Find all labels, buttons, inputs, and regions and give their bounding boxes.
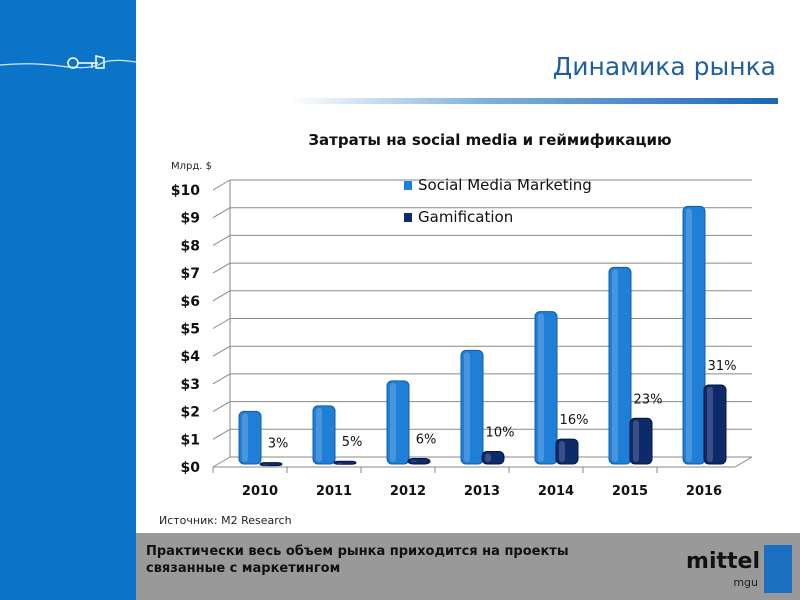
gridline-side bbox=[212, 318, 231, 329]
mittel-logo-sub: mgu bbox=[733, 576, 758, 589]
y-tick-label: $6 bbox=[181, 294, 200, 310]
bar-smm bbox=[682, 205, 706, 465]
data-label: 10% bbox=[486, 426, 515, 441]
bar-highlight bbox=[538, 313, 544, 462]
y-tick-label: $10 bbox=[171, 183, 200, 199]
y-tick-label: $8 bbox=[181, 238, 200, 254]
bar-gamification bbox=[703, 384, 727, 465]
footer-bar: Практически весь объем рынка приходится … bbox=[136, 533, 800, 600]
bar-gamification bbox=[481, 451, 505, 465]
bar-highlight bbox=[316, 407, 322, 462]
floor-edge bbox=[734, 456, 753, 468]
legend-swatch bbox=[404, 213, 412, 222]
data-label: 16% bbox=[560, 413, 589, 428]
data-label: 23% bbox=[634, 392, 663, 407]
gridline-side bbox=[212, 290, 231, 302]
bar-gamification bbox=[555, 438, 579, 465]
chart-title: Затраты на social media и геймификацию bbox=[308, 131, 672, 149]
y-tick-label: $3 bbox=[181, 377, 200, 393]
gridline-side bbox=[212, 345, 231, 357]
y-tick-label: $5 bbox=[181, 322, 200, 338]
data-label: 5% bbox=[342, 435, 363, 450]
legend-label: Social Media Marketing bbox=[418, 176, 592, 194]
y-tick-label: $4 bbox=[181, 349, 201, 365]
gridline-side bbox=[212, 401, 231, 413]
bar-highlight bbox=[559, 441, 565, 462]
side-bar bbox=[0, 0, 136, 600]
data-label: 3% bbox=[268, 437, 289, 452]
bar-highlight bbox=[263, 464, 269, 466]
data-label: 6% bbox=[416, 432, 437, 447]
y-axis-label: Млрд. $ bbox=[171, 161, 213, 172]
gridline-side bbox=[212, 207, 231, 219]
legend-label: Gamification bbox=[418, 208, 513, 226]
bar-highlight bbox=[464, 352, 470, 462]
x-tick-label: 2012 bbox=[390, 484, 426, 499]
bar-highlight bbox=[633, 420, 639, 462]
gridline-side bbox=[212, 262, 231, 274]
y-tick-label: $0 bbox=[181, 460, 201, 476]
bar-smm bbox=[312, 405, 336, 465]
bar-highlight bbox=[390, 382, 396, 462]
bar-highlight bbox=[485, 453, 491, 462]
gridline-side bbox=[212, 456, 231, 468]
x-tick-label: 2013 bbox=[464, 484, 500, 499]
gridline-side bbox=[212, 428, 231, 440]
y-tick-label: $2 bbox=[181, 405, 200, 421]
bar-gamification bbox=[259, 462, 283, 467]
bar-highlight bbox=[612, 269, 618, 462]
y-tick-label: $7 bbox=[181, 266, 200, 282]
bar-highlight bbox=[337, 463, 343, 465]
legend-swatch bbox=[404, 181, 412, 190]
bar-smm bbox=[534, 311, 558, 465]
y-tick-label: $9 bbox=[181, 211, 200, 227]
bar-gamification bbox=[407, 457, 431, 465]
gridline-side bbox=[212, 234, 231, 246]
x-tick-label: 2014 bbox=[538, 484, 574, 499]
x-tick-label: 2016 bbox=[686, 484, 722, 499]
gridline-side bbox=[212, 179, 231, 191]
y-tick-label: $1 bbox=[181, 432, 200, 448]
bar-smm bbox=[460, 349, 484, 465]
bar-highlight bbox=[242, 413, 248, 462]
mittel-logo: mittel bbox=[686, 549, 760, 574]
x-tick-label: 2010 bbox=[242, 484, 278, 499]
mittel-logo-icon bbox=[764, 545, 792, 593]
page-title: Динамика рынка bbox=[552, 52, 776, 81]
title-divider bbox=[290, 98, 778, 104]
bar-smm bbox=[238, 410, 262, 465]
bar-gamification bbox=[333, 460, 357, 465]
x-tick-label: 2015 bbox=[612, 484, 648, 499]
bar-smm bbox=[386, 380, 410, 465]
bar-highlight bbox=[707, 387, 713, 462]
bar-smm bbox=[608, 266, 632, 465]
key-logo-icon bbox=[0, 55, 136, 69]
gridline-side bbox=[212, 373, 231, 385]
data-label: 31% bbox=[708, 359, 737, 374]
bar-gamification bbox=[629, 417, 653, 465]
bar-highlight bbox=[411, 460, 417, 462]
footer-text: Практически весь объем рынка приходится … bbox=[146, 544, 569, 576]
source-note: Источник: M2 Research bbox=[159, 514, 292, 527]
x-tick-label: 2011 bbox=[316, 484, 352, 499]
bar-highlight bbox=[686, 208, 692, 462]
